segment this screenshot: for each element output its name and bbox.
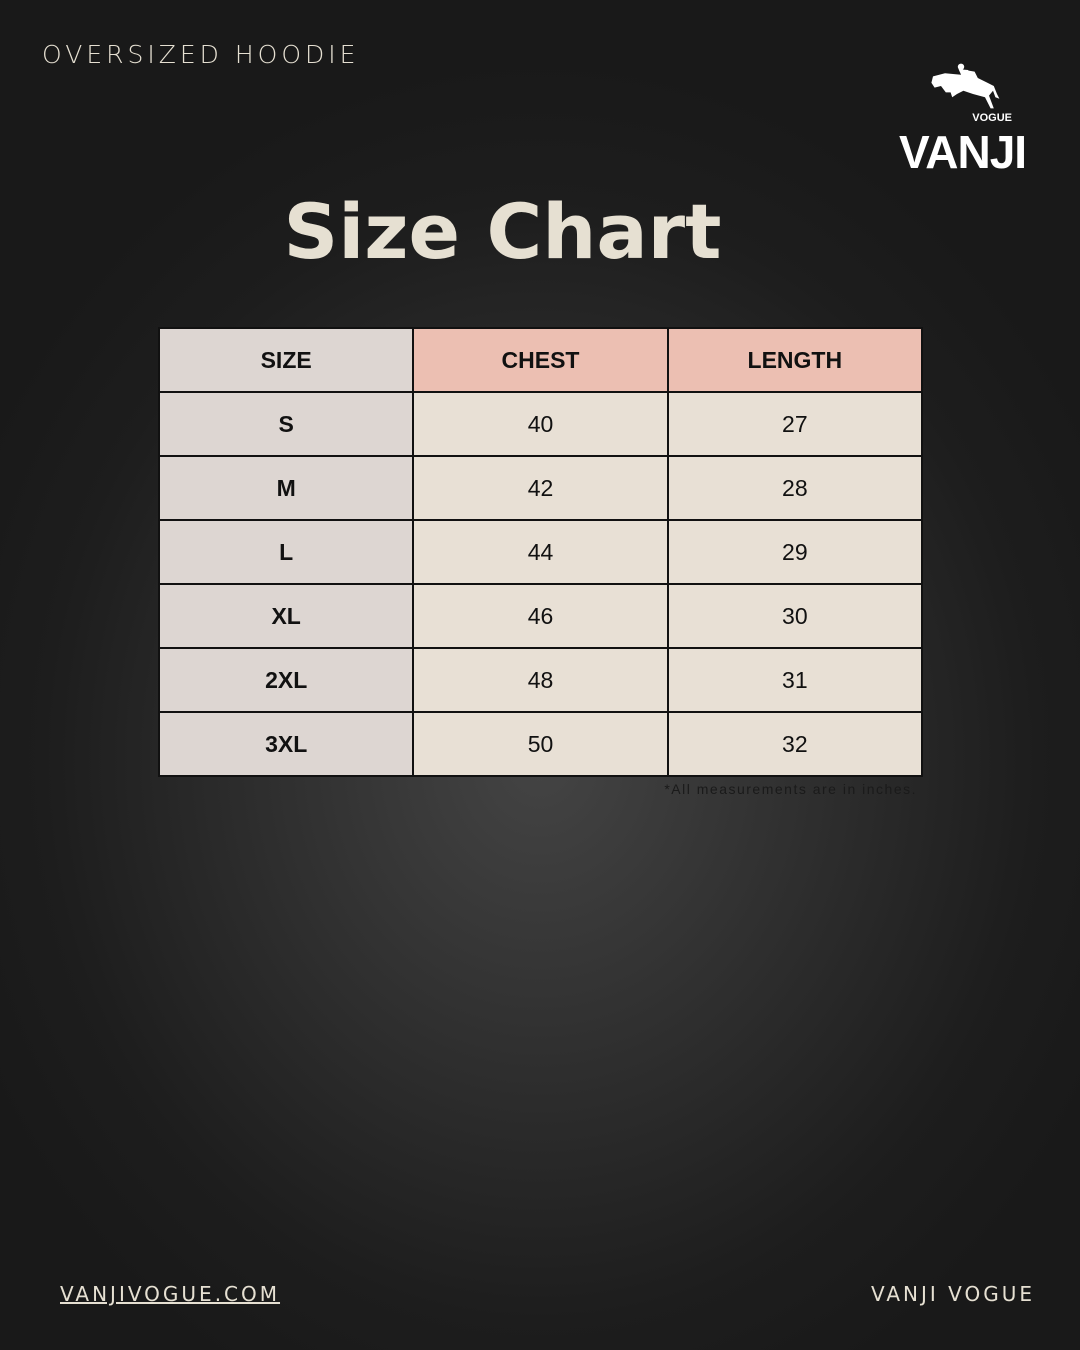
logo-text: VANJI: [899, 126, 1027, 178]
column-header-length: LENGTH: [666, 327, 924, 393]
brand-name: VANJI VOGUE: [870, 1282, 1035, 1306]
table-header-row: SIZE CHEST LENGTH: [157, 327, 924, 393]
size-cell: XL: [157, 583, 415, 649]
size-cell: S: [157, 391, 415, 457]
size-cell: M: [157, 455, 415, 521]
table-row: L 44 29: [157, 519, 924, 585]
length-cell: 32: [666, 711, 924, 777]
logo-subtext: VOGUE: [972, 112, 1012, 124]
table-row: 2XL 48 31: [157, 647, 924, 713]
website-link[interactable]: VANJIVOGUE.COM: [60, 1282, 281, 1306]
chest-cell: 42: [412, 455, 669, 521]
size-cell: 2XL: [157, 647, 415, 713]
column-header-chest: CHEST: [412, 327, 669, 393]
length-cell: 29: [666, 519, 924, 585]
table-row: M 42 28: [157, 455, 924, 521]
chest-cell: 46: [412, 583, 669, 649]
length-cell: 31: [666, 647, 924, 713]
size-chart-table: SIZE CHEST LENGTH S 40 27 M 42 28 L 44 29 XL 46…: [157, 327, 924, 777]
table-row: 3XL 50 32: [157, 711, 924, 777]
table-row: XL 46 30: [157, 583, 924, 649]
column-header-size: SIZE: [157, 327, 415, 393]
length-cell: 28: [666, 455, 924, 521]
table-row: S 40 27: [157, 391, 924, 457]
measurement-note: *All measurements are in inches.: [664, 781, 917, 797]
length-cell: 30: [666, 583, 924, 649]
chest-cell: 50: [412, 711, 669, 777]
chest-cell: 48: [412, 647, 669, 713]
brand-logo: VOGUE VANJI: [895, 62, 1027, 180]
chest-cell: 44: [412, 519, 669, 585]
product-subtitle: OVERSIZED HOODIE: [42, 40, 360, 69]
page-title: Size Chart: [283, 187, 722, 276]
horse-jumping-rider-icon: [931, 63, 1000, 109]
chest-cell: 40: [412, 391, 669, 457]
length-cell: 27: [666, 391, 924, 457]
size-cell: 3XL: [157, 711, 415, 777]
size-cell: L: [157, 519, 415, 585]
